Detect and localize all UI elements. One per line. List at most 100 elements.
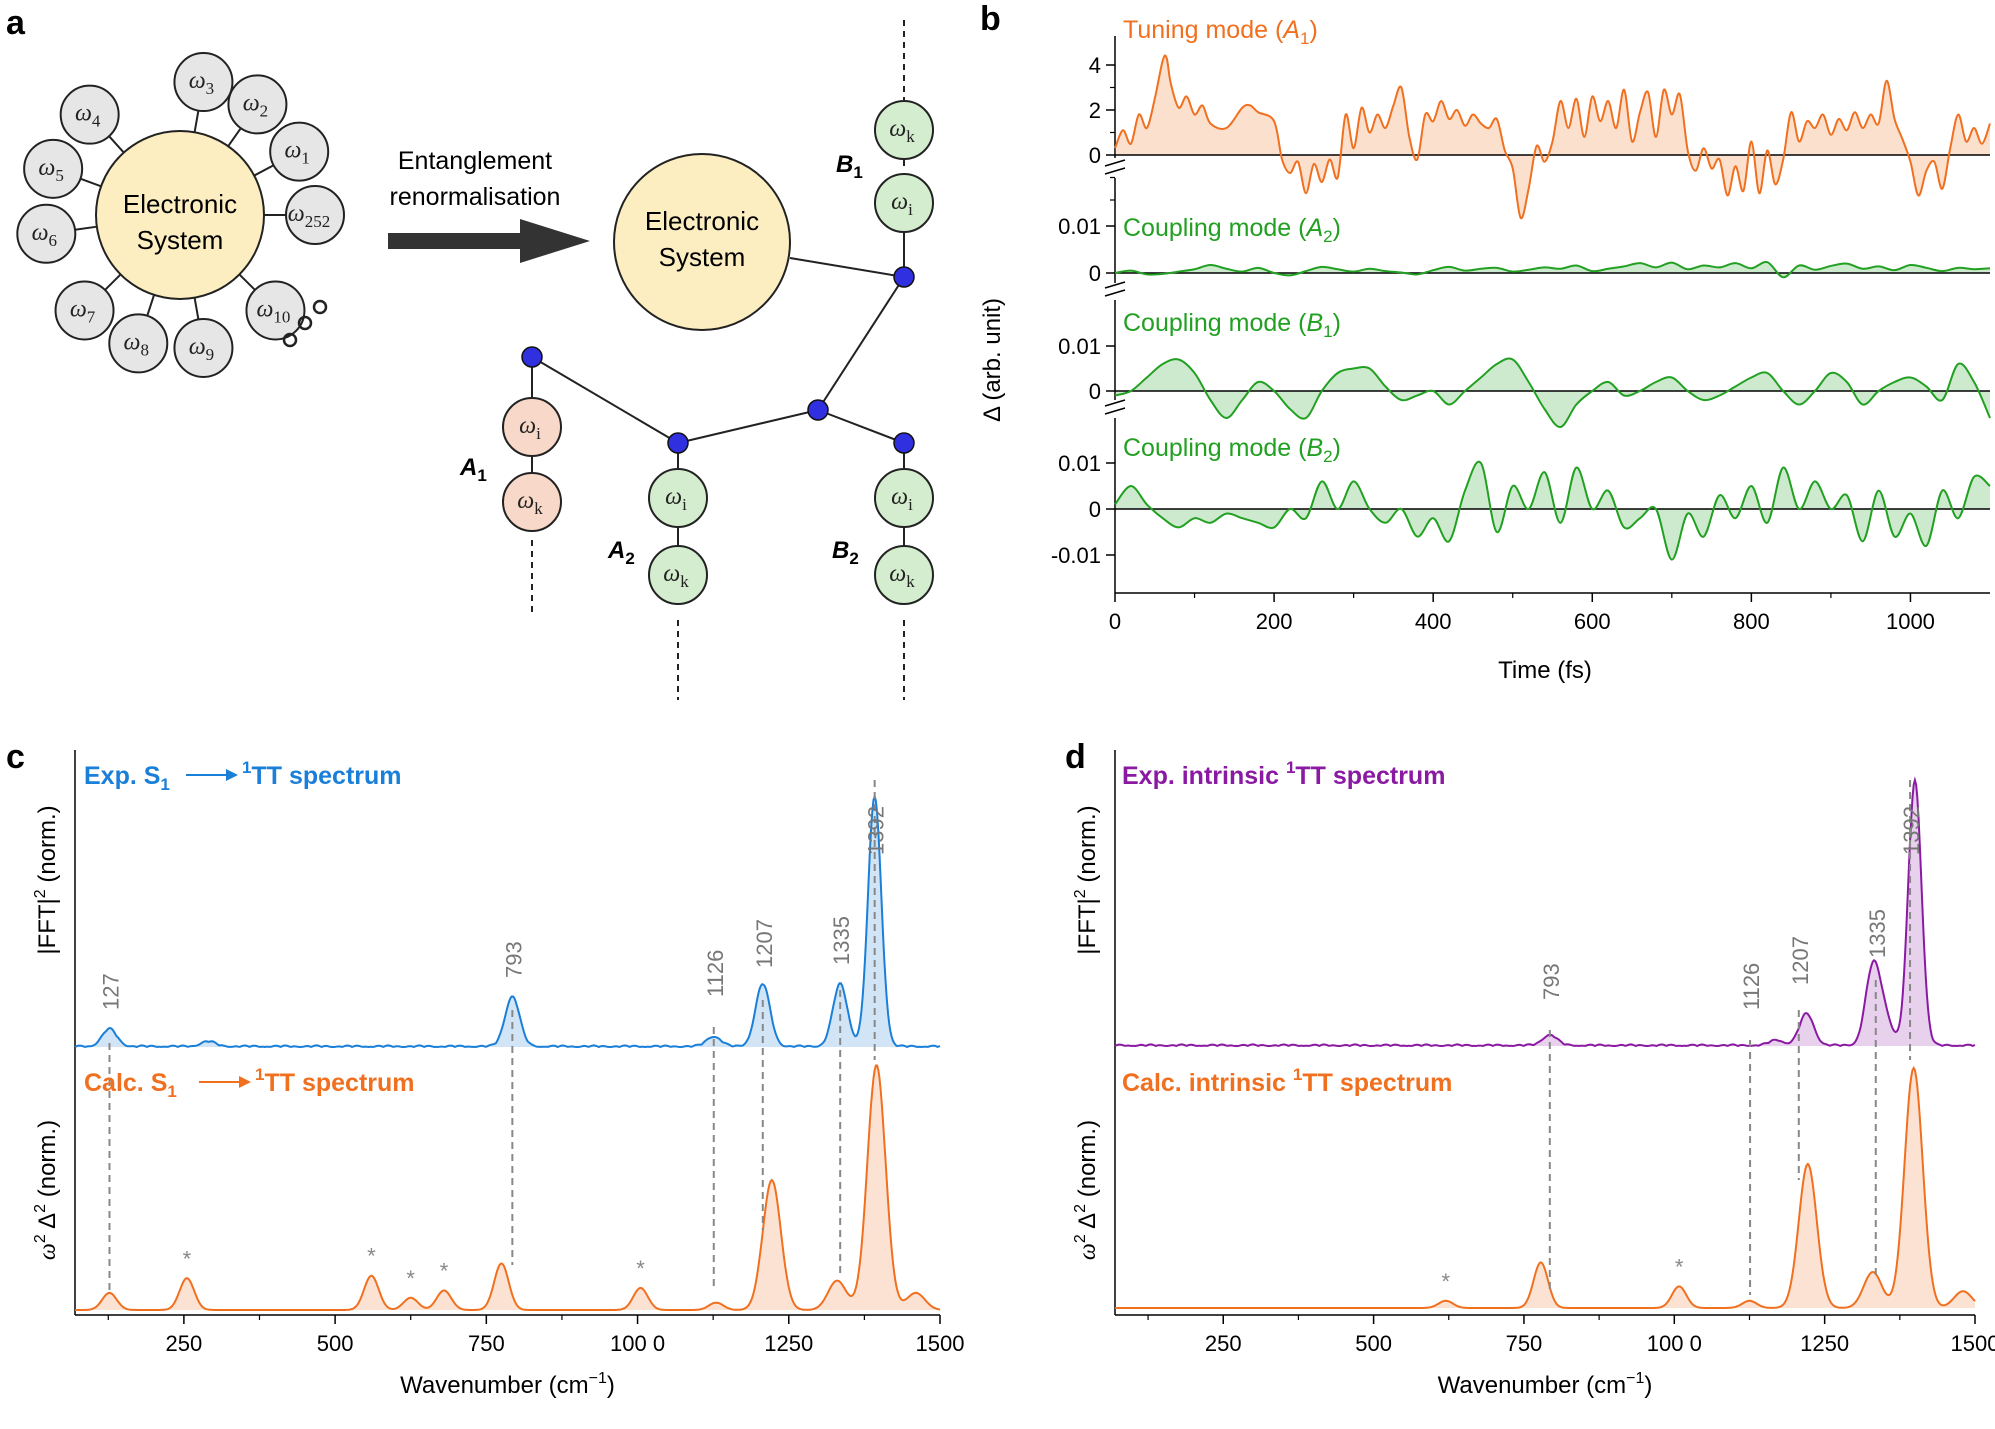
omega-subscript: 6 xyxy=(49,231,58,250)
peak-label: 793 xyxy=(1539,963,1564,1000)
system-label-line2-right: System xyxy=(659,242,746,272)
bath-spoke xyxy=(238,273,256,291)
bath-spoke xyxy=(146,294,155,317)
chain-mode-circle xyxy=(874,173,934,233)
star-marker: * xyxy=(406,1266,415,1291)
x-axis-label: Wavenumber (cm−1) xyxy=(400,1370,615,1399)
omega-symbol: ω xyxy=(665,484,682,510)
title-text: Calc. intrinsic xyxy=(1122,1069,1293,1097)
omega-subscript: i xyxy=(908,200,913,219)
omega-subscript: 3 xyxy=(206,79,215,98)
axis-break xyxy=(1104,167,1126,175)
x-tick-label: 1000 xyxy=(1886,609,1935,634)
x-tick-label: 200 xyxy=(1256,609,1293,634)
y-label-sup: 2 xyxy=(32,1204,49,1213)
calc-spectrum-line xyxy=(1115,1065,1976,1309)
title-arrow-head xyxy=(226,769,238,781)
x-tick-label: 0 xyxy=(1109,609,1121,634)
x-label-sup: −1 xyxy=(589,1370,607,1387)
peak-label: 1126 xyxy=(1739,963,1764,1010)
y-tick-label: 0 xyxy=(1089,497,1101,522)
omega-subscript: 8 xyxy=(141,340,150,359)
trace-label-italic: B xyxy=(1306,309,1323,337)
omega-subscript: k xyxy=(680,572,689,591)
exp-spectrum-line xyxy=(1114,776,1976,1048)
bath-mode-circle xyxy=(269,121,330,182)
omega-symbol: ω xyxy=(284,138,301,164)
omega-subscript: 2 xyxy=(260,101,269,120)
bath-mode-circle xyxy=(16,203,77,264)
electronic-system-left xyxy=(95,130,265,300)
bath-spoke xyxy=(253,164,275,177)
bath-mode-circle xyxy=(245,280,306,341)
omega-symbol: ω xyxy=(70,296,87,322)
x-label-text: Wavenumber (cm xyxy=(400,1372,588,1399)
y-tick-label: 0 xyxy=(1089,261,1101,286)
omega-subscript: 252 xyxy=(305,212,331,231)
bath-mode-circle xyxy=(173,317,234,378)
y-label-text: |FFT| xyxy=(34,898,61,954)
omega-subscript: k xyxy=(906,127,915,146)
title-end: TT spectrum xyxy=(1295,762,1445,790)
omega-symbol: ω xyxy=(189,334,206,360)
x-tick-label: 1250 xyxy=(764,1331,813,1356)
bath-mode-label: ω2 xyxy=(243,90,268,120)
trace-label-coupB1: Coupling mode (B1) xyxy=(1123,309,1341,341)
y-tick-label: -0.01 xyxy=(1051,543,1101,568)
y-label-bottom: ω2 Δ2 (norm.) xyxy=(1072,1120,1101,1260)
chain-mode-circle xyxy=(502,472,562,532)
bath-mode-circle xyxy=(59,84,120,145)
chain-node xyxy=(893,266,915,288)
trace-line-coupA2 xyxy=(1114,261,1991,279)
omega-subscript: k xyxy=(534,499,543,518)
omega-symbol: ω xyxy=(663,561,680,587)
omega-subscript: k xyxy=(906,572,915,591)
axis-break xyxy=(1104,289,1126,297)
y-label-omega: ω xyxy=(35,1243,61,1260)
label-A1: A1 xyxy=(459,454,487,485)
bath-mode-label: ω4 xyxy=(75,101,101,131)
x-tick-label: 400 xyxy=(1415,609,1452,634)
panel-label-d: d xyxy=(1065,738,1086,776)
trace-fill-coupB1 xyxy=(1115,358,1990,428)
bath-spoke xyxy=(193,297,200,320)
trace-label-text: Tuning mode ( xyxy=(1123,16,1284,44)
trace-label-text: Coupling mode ( xyxy=(1123,434,1307,462)
chain-mode-circle xyxy=(874,545,934,605)
trace-line-coupB1 xyxy=(1114,357,1991,428)
x-tick-label: 750 xyxy=(468,1331,505,1356)
x-tick-label: 250 xyxy=(1205,1331,1242,1356)
omega-subscript: 4 xyxy=(92,112,101,131)
title-end: TT spectrum xyxy=(251,762,401,790)
system-label-line2-left: System xyxy=(137,225,224,255)
y-label-bottom: ω2 Δ2 (norm.) xyxy=(32,1120,61,1260)
title-sup: 1 xyxy=(255,1065,264,1084)
trace-label-tuning: Tuning mode (A1) xyxy=(1123,16,1318,48)
ellipsis-dot xyxy=(282,332,298,348)
star-marker: * xyxy=(636,1256,645,1281)
y-label-end: (norm.) xyxy=(34,805,61,889)
renormalisation-arrow xyxy=(388,219,590,263)
trace-label-close: ) xyxy=(1333,434,1341,462)
omega-symbol: ω xyxy=(256,296,273,322)
system-label-line1-right: Electronic xyxy=(645,206,759,236)
omega-subscript: i xyxy=(682,495,687,514)
trace-label-coupB2: Coupling mode (B2) xyxy=(1123,434,1341,466)
exp-title-end: 1TT spectrum xyxy=(242,758,402,790)
chain-mode-label: ωi xyxy=(519,413,541,443)
star-marker: * xyxy=(1675,1254,1684,1279)
trace-fill-coupA2 xyxy=(1115,261,1990,278)
bath-spoke xyxy=(80,177,102,188)
star-marker: * xyxy=(367,1244,376,1269)
bath-mode-label: ω3 xyxy=(189,68,214,98)
omega-symbol: ω xyxy=(519,413,536,439)
title-text: Calc. S xyxy=(84,1069,167,1097)
trace-line-tuning xyxy=(1114,54,1991,220)
y-label-end: (norm.) xyxy=(34,1120,61,1204)
exp-title: Exp. S1 xyxy=(84,762,170,794)
axis-break xyxy=(1104,407,1126,415)
omega-symbol: ω xyxy=(38,155,55,181)
omega-symbol: ω xyxy=(243,90,260,116)
x-label-end: ) xyxy=(1644,1372,1652,1399)
